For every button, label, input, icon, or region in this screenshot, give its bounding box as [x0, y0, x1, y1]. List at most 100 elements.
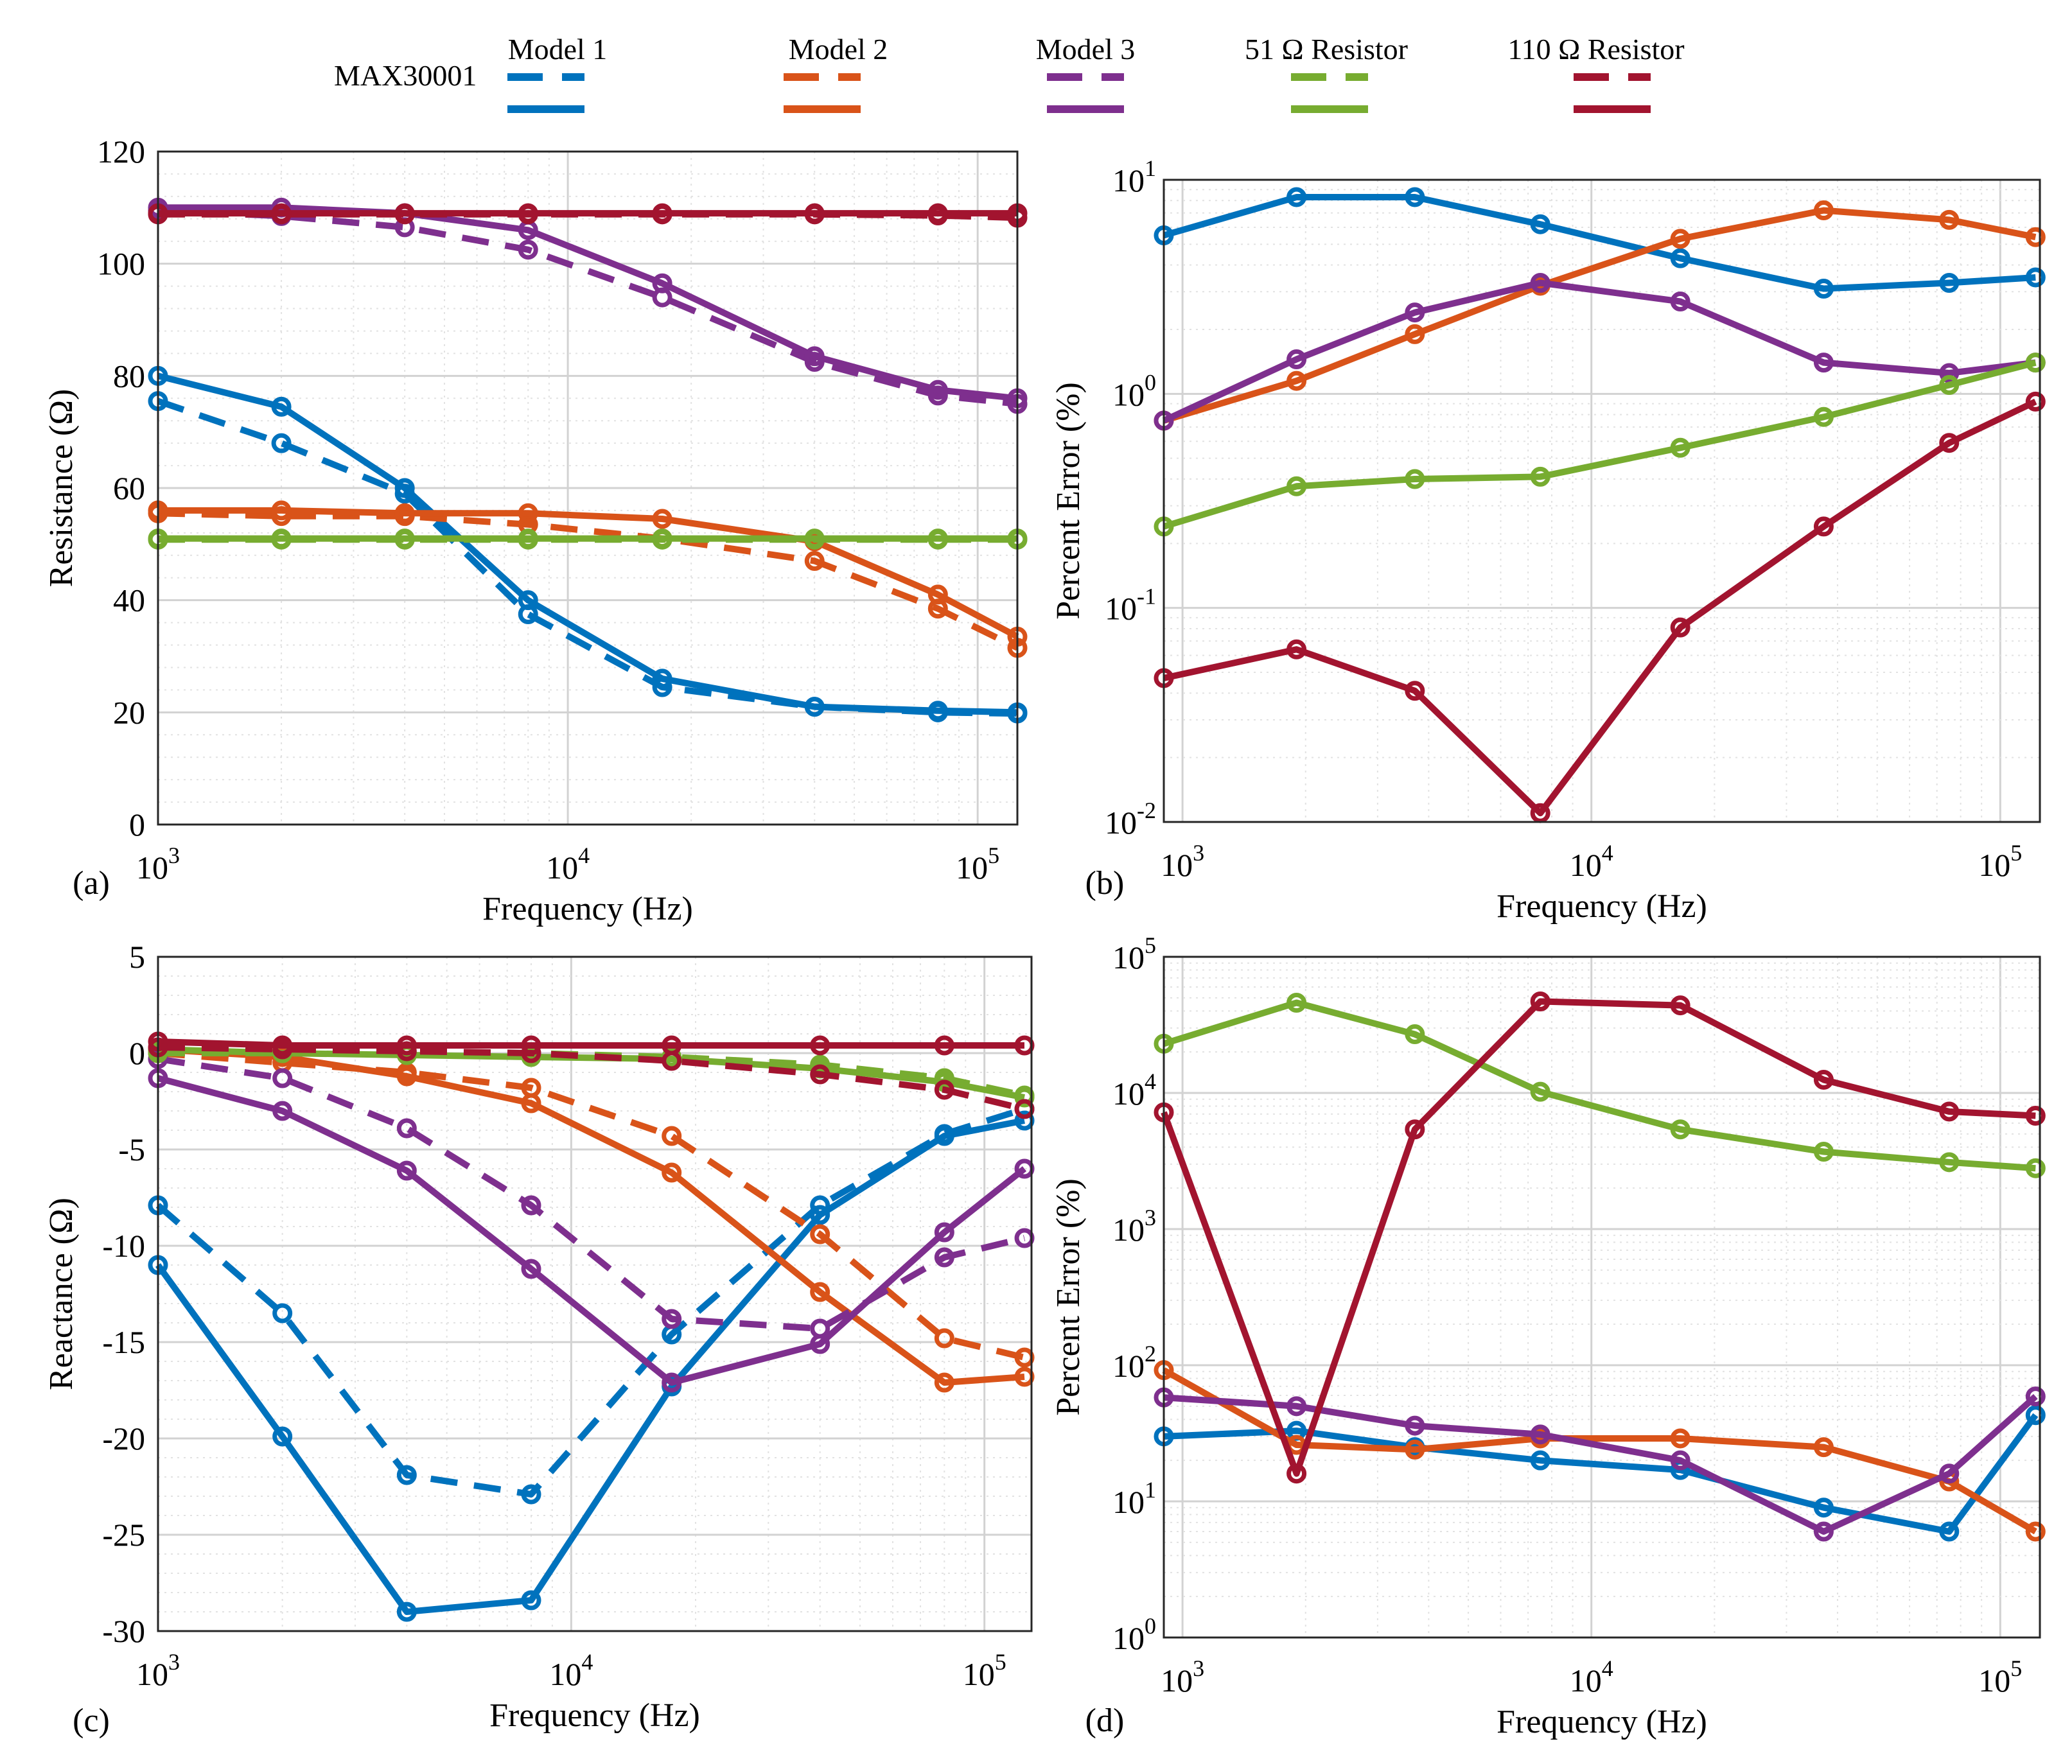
data-point	[1286, 349, 1307, 370]
series-line	[155, 1117, 1025, 1615]
series-line	[157, 1044, 1026, 1112]
data-point	[272, 1426, 293, 1447]
series-a-9	[148, 203, 1028, 223]
data-point	[1405, 1119, 1425, 1140]
y-tick-label: 101	[1112, 1477, 1156, 1520]
series-line	[157, 207, 1018, 407]
y-tick-label: 60	[113, 470, 145, 506]
data-point	[652, 509, 672, 529]
data-point	[934, 1328, 954, 1349]
series-d-0	[1154, 1405, 2046, 1542]
data-point	[934, 1222, 954, 1243]
data-point	[1939, 209, 1960, 230]
y-tick-label: 40	[113, 582, 145, 618]
data-point	[518, 503, 538, 523]
data-point	[1813, 1437, 1834, 1458]
data-point	[1939, 1521, 1960, 1542]
x-tick-label: 105	[1978, 840, 2022, 883]
data-point	[394, 528, 415, 549]
series-line	[1162, 279, 2036, 424]
panel-tag-c: (c)	[73, 1702, 110, 1739]
legend-entry-110-ohm-resistor: 110 Ω Resistor	[1507, 33, 1685, 113]
y-tick-label: 100	[97, 246, 145, 282]
x-tick-label: 105	[1978, 1655, 2022, 1699]
series-line	[1163, 207, 2037, 424]
data-point	[521, 1484, 541, 1505]
data-point	[1939, 1152, 1960, 1173]
series-line	[1163, 398, 2037, 817]
x-tick-label: 103	[136, 843, 180, 886]
y-tick-label: 10-2	[1105, 798, 1156, 841]
data-point	[396, 1118, 417, 1139]
data-point	[1530, 272, 1550, 293]
data-point	[394, 203, 415, 223]
data-point	[1670, 1450, 1690, 1471]
data-point	[652, 668, 672, 689]
data-point	[810, 1035, 830, 1056]
data-point	[272, 1035, 293, 1056]
series-line	[157, 1075, 1027, 1386]
data-point	[927, 203, 948, 223]
x-tick-label: 103	[136, 1649, 180, 1692]
data-point	[518, 528, 538, 549]
data-point	[934, 1035, 954, 1056]
data-point	[1813, 1142, 1834, 1162]
data-point	[804, 203, 825, 223]
grid-a	[157, 150, 1017, 826]
data-point	[1405, 1439, 1425, 1460]
data-point	[1670, 1428, 1690, 1449]
data-point	[1813, 353, 1834, 373]
x-tick-label: 103	[1161, 1655, 1204, 1699]
data-point	[1405, 469, 1425, 489]
data-point	[521, 1035, 541, 1056]
data-point	[394, 478, 415, 498]
data-point	[934, 1079, 954, 1100]
series-line	[157, 1038, 1024, 1049]
legend-entry-model-2: Model 2	[784, 33, 888, 113]
y-tick-label: 120	[97, 134, 145, 170]
data-point	[804, 697, 825, 717]
series-line	[1163, 999, 2036, 1172]
series-line	[157, 1056, 1026, 1332]
data-point	[652, 203, 672, 223]
data-point	[810, 1064, 830, 1085]
panel-tag-b: (b)	[1085, 865, 1125, 902]
data-point	[810, 1334, 830, 1354]
x-axis-label-d: Frequency (Hz)	[1497, 1704, 1707, 1740]
data-point	[2025, 1106, 2046, 1126]
data-point	[1530, 803, 1550, 823]
data-point	[1813, 279, 1834, 299]
data-point	[652, 528, 672, 549]
data-point	[271, 396, 292, 417]
data-point	[810, 1205, 830, 1225]
x-tick-label: 104	[546, 843, 590, 886]
data-point	[2025, 1158, 2046, 1178]
y-axis-label-a: Resistance (Ω)	[43, 389, 80, 588]
y-tick-label: 10-1	[1105, 584, 1156, 627]
data-point	[662, 1126, 682, 1146]
series-line	[157, 1046, 1025, 1386]
data-point	[1530, 991, 1550, 1012]
x-tick-label: 104	[1570, 1655, 1613, 1699]
series-line	[157, 510, 1019, 651]
data-point	[1813, 1521, 1834, 1542]
legend-label-51-ohm-resistor: 51 Ω Resistor	[1245, 33, 1408, 65]
data-point	[1670, 617, 1690, 638]
y-axis-label-d: Percent Error (%)	[1050, 1178, 1087, 1416]
data-point	[2025, 227, 2046, 247]
data-point	[2025, 267, 2046, 288]
data-point	[1813, 200, 1834, 221]
data-point	[1670, 1119, 1690, 1140]
x-tick-label: 103	[1161, 840, 1204, 883]
y-tick-label: 0	[129, 1035, 145, 1071]
y-tick-label: -15	[102, 1324, 145, 1360]
data-point	[1813, 406, 1834, 427]
data-point	[518, 590, 538, 611]
data-point	[271, 500, 292, 521]
series-line	[158, 507, 1019, 640]
series-a-7	[148, 528, 1028, 549]
y-tick-label: -20	[102, 1420, 145, 1456]
axes-box-b	[1163, 179, 2041, 823]
data-point	[927, 528, 948, 549]
